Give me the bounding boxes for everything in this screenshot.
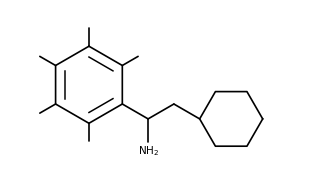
Text: NH$_2$: NH$_2$	[137, 144, 159, 158]
